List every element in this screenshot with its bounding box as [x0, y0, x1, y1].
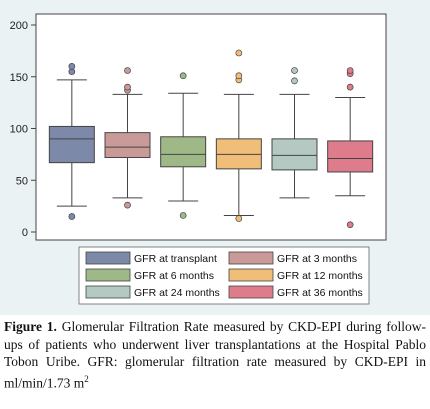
outlier-point: [124, 201, 131, 209]
y-axis: 0 50 100 150 200: [10, 20, 36, 239]
y-tick-label: 100: [10, 124, 28, 136]
outlier-point: [179, 212, 187, 219]
legend-label: GFR at transplant: [134, 253, 217, 265]
outlier-point: [346, 67, 354, 74]
box-body: [104, 132, 151, 158]
outlier-point: [235, 215, 243, 222]
outlier-point: [346, 83, 354, 91]
legend-swatch: [228, 268, 274, 282]
box-5: [271, 67, 318, 199]
legend: GFR at transplant GFR at 3 months GFR at 6…: [78, 246, 370, 305]
legend-swatch: [228, 251, 274, 265]
box-body: [215, 138, 262, 170]
box-body: [48, 125, 95, 164]
legend-label: GFR at 3 months: [277, 253, 357, 265]
outlier-point: [291, 67, 298, 74]
legend-swatch: [85, 285, 131, 299]
boxes-group: [48, 49, 374, 229]
outlier-point: [124, 83, 131, 91]
y-tick-label: 0: [22, 227, 28, 239]
outlier-point: [346, 221, 354, 229]
box-body: [271, 138, 318, 171]
box-2: [104, 67, 151, 209]
box-1: [48, 63, 95, 220]
outlier-point: [235, 49, 243, 57]
box-4: [215, 49, 262, 222]
box-body: [160, 136, 207, 168]
legend-swatch: [228, 285, 274, 299]
outlier-point: [291, 77, 298, 85]
figure-caption: Figure 1. Glomerular Filtration Rate mea…: [4, 318, 426, 392]
box-plot-chart: 0 50 100 150 200 GFR at transplant GFR at 3 m…: [10, 13, 387, 305]
outlier-point: [68, 213, 76, 220]
outlier-point: [179, 72, 187, 80]
caption-superscript: 2: [84, 373, 89, 384]
caption-text: Glomerular Filtration Rate measured by C…: [4, 319, 426, 390]
legend-label: GFR at 36 months: [277, 287, 363, 299]
legend-label: GFR at 12 months: [277, 270, 363, 282]
legend-swatch: [85, 251, 131, 265]
box-body: [327, 140, 374, 173]
y-tick-label: 50: [16, 175, 28, 187]
legend-swatch: [85, 268, 131, 282]
outlier-point: [124, 67, 131, 74]
outlier-point: [68, 63, 76, 70]
caption-label: Figure 1.: [4, 319, 57, 334]
legend-label: GFR at 24 months: [134, 287, 220, 299]
legend-label: GFR at 6 months: [134, 270, 214, 282]
box-3: [160, 72, 207, 219]
y-tick-label: 200: [10, 20, 28, 32]
outlier-point: [235, 72, 243, 80]
box-6: [327, 67, 374, 229]
y-tick-label: 150: [10, 72, 28, 84]
